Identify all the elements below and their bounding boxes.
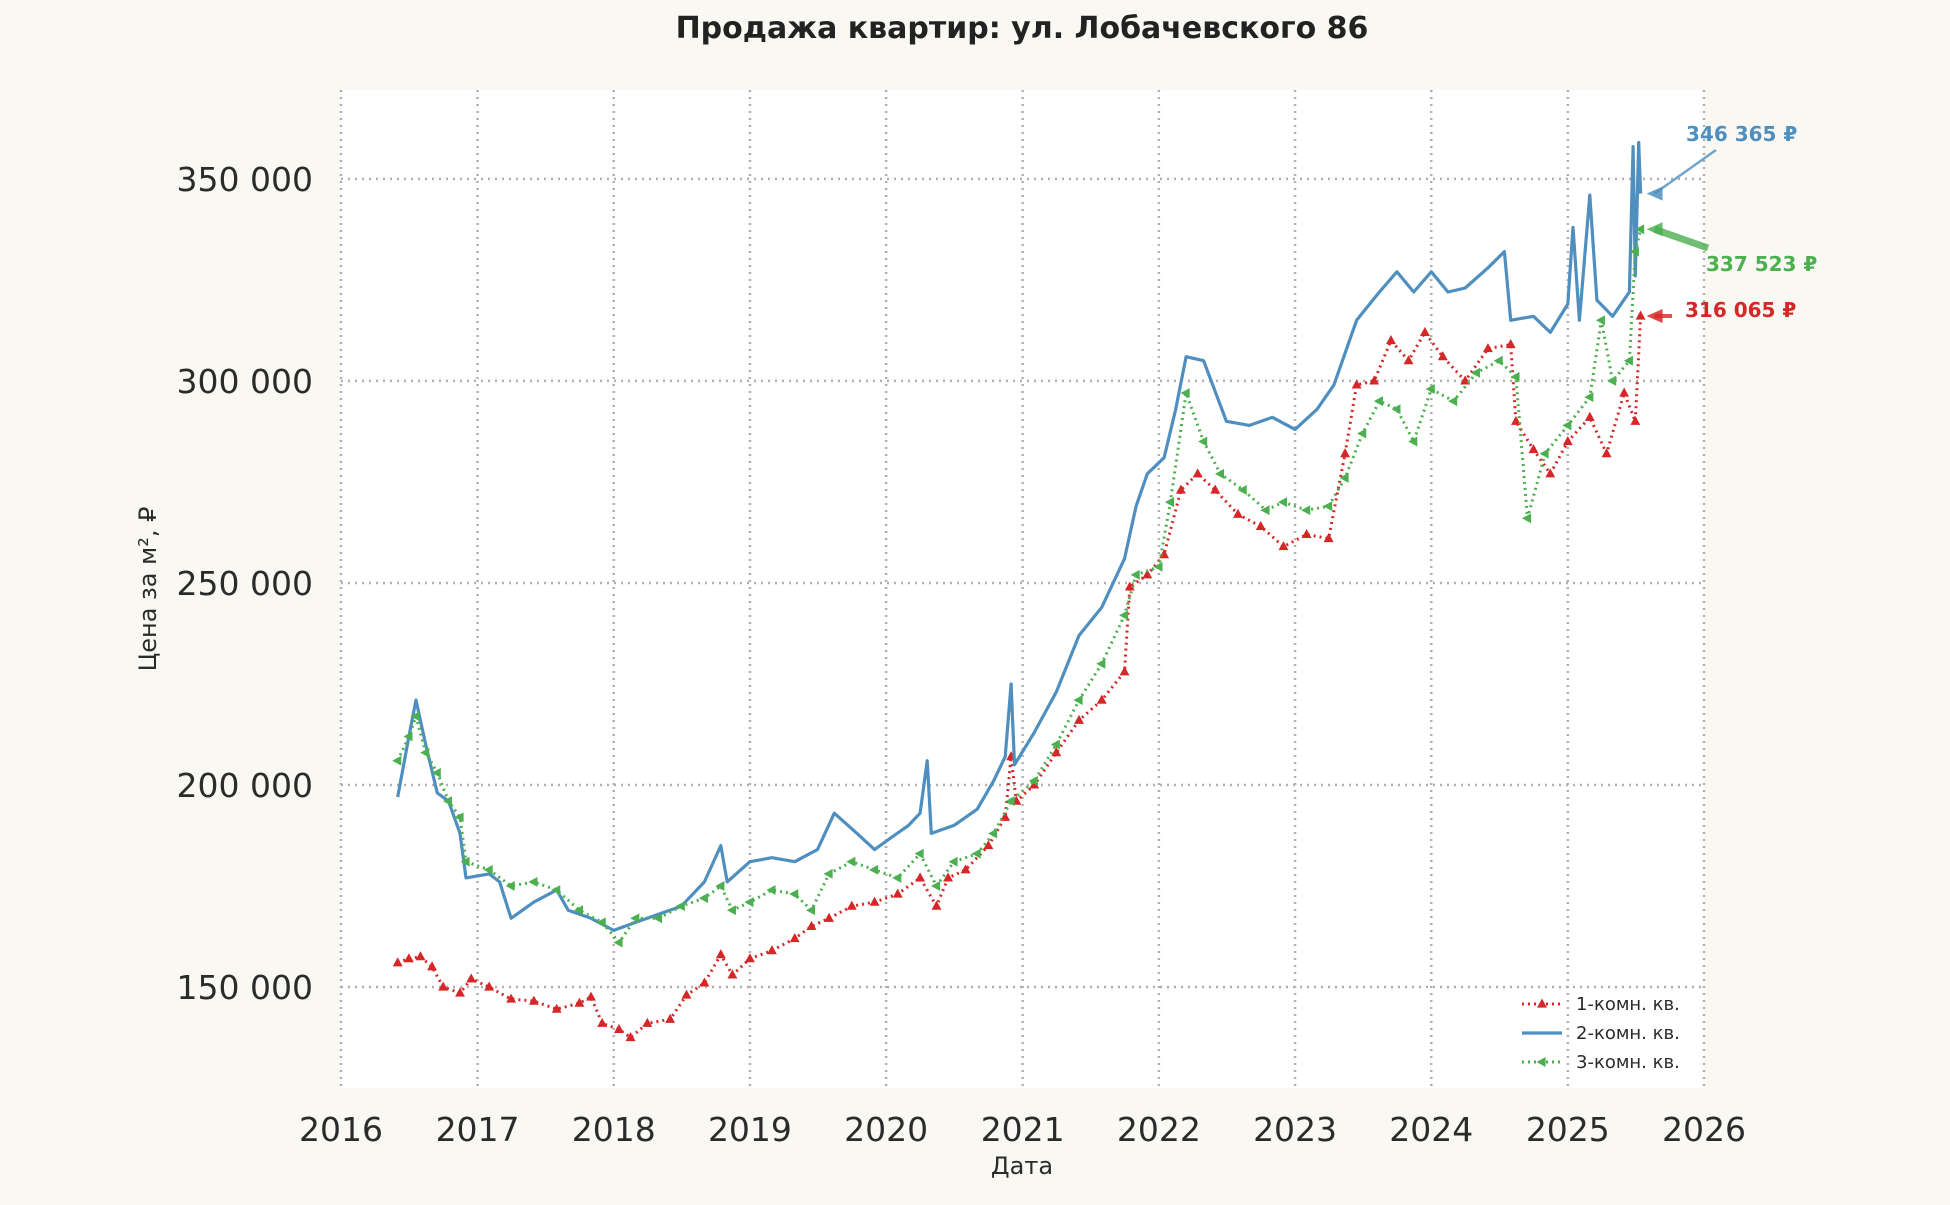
y-tick-label: 350 000 bbox=[177, 160, 313, 199]
chart-title: Продажа квартир: ул. Лобачевского 86 bbox=[676, 11, 1369, 46]
x-tick-label: 2023 bbox=[1253, 1110, 1337, 1149]
legend-label: 3-комн. кв. bbox=[1576, 1052, 1680, 1073]
y-tick-label: 250 000 bbox=[177, 564, 313, 603]
x-tick-label: 2024 bbox=[1389, 1110, 1473, 1149]
x-axis-label: Дата bbox=[991, 1152, 1053, 1180]
y-axis-label: Цена за м², ₽ bbox=[134, 507, 162, 672]
x-tick-label: 2018 bbox=[572, 1110, 656, 1149]
x-tick-label: 2026 bbox=[1662, 1110, 1746, 1149]
y-tick-label: 200 000 bbox=[177, 766, 313, 805]
legend-label: 1-комн. кв. bbox=[1576, 994, 1680, 1015]
x-tick-label: 2016 bbox=[299, 1110, 383, 1149]
end-value-label: 337 523 ₽ bbox=[1706, 252, 1817, 276]
x-tick-label: 2022 bbox=[1117, 1110, 1201, 1149]
end-value-label: 346 365 ₽ bbox=[1686, 122, 1797, 146]
end-value-label: 316 065 ₽ bbox=[1685, 298, 1796, 322]
x-tick-label: 2019 bbox=[708, 1110, 792, 1149]
y-tick-label: 150 000 bbox=[177, 968, 313, 1007]
legend-label: 2-комн. кв. bbox=[1576, 1023, 1680, 1044]
y-tick-label: 300 000 bbox=[177, 362, 313, 401]
x-tick-label: 2025 bbox=[1526, 1110, 1610, 1149]
x-tick-label: 2021 bbox=[981, 1110, 1065, 1149]
x-tick-label: 2020 bbox=[844, 1110, 928, 1149]
x-tick-label: 2017 bbox=[436, 1110, 520, 1149]
